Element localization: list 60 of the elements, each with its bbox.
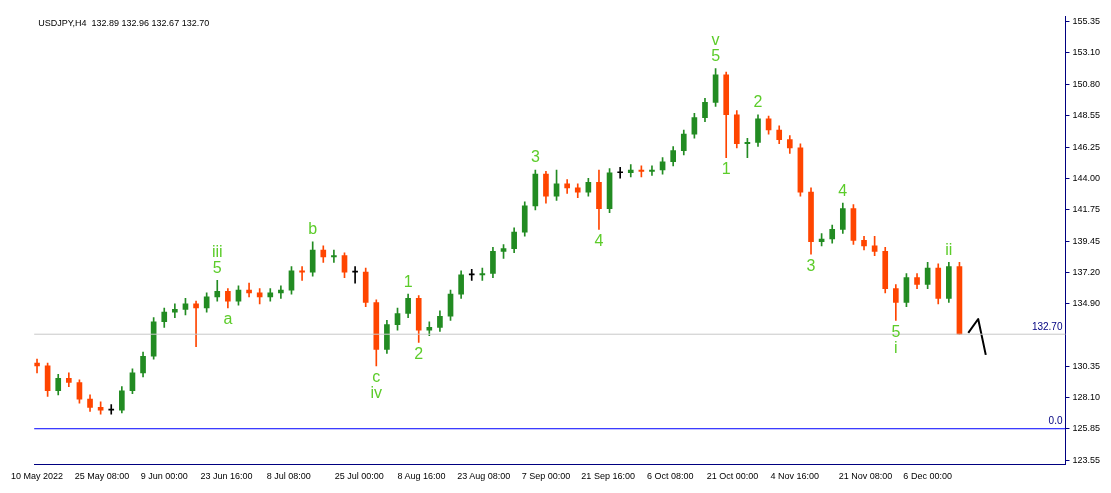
annotation: 5: [891, 322, 901, 340]
candlestick: [627, 164, 634, 178]
y-tick-label: 141.75: [1072, 203, 1100, 214]
annotation: 0.0: [1048, 415, 1063, 427]
candlestick: [278, 285, 284, 299]
annotation: ii: [945, 240, 953, 258]
y-tick-label: 150.80: [1072, 78, 1100, 89]
y-tick-label: 153.10: [1072, 47, 1100, 58]
x-tick-label: 21 Nov 08:00: [838, 471, 893, 482]
y-tick-label: 146.25: [1072, 141, 1100, 152]
y-tick-label: 130.35: [1072, 361, 1100, 372]
annotation: b: [308, 220, 318, 238]
x-tick-label: 6 Oct 08:00: [647, 471, 694, 482]
annotation: iv: [370, 384, 383, 402]
annotation: v: [711, 30, 720, 48]
x-tick-label: 21 Oct 00:00: [706, 471, 759, 482]
annotation: 5: [212, 258, 222, 276]
x-tick-label: 25 May 08:00: [74, 471, 130, 482]
annotation: 2: [753, 93, 763, 111]
x-tick-label: 6 Dec 00:00: [903, 471, 952, 482]
x-tick-label: 9 Jun 00:00: [140, 471, 188, 482]
x-tick-label: 23 Aug 08:00: [457, 471, 511, 482]
x-tick-label: 8 Jul 08:00: [266, 471, 311, 482]
annotation: 5: [711, 46, 721, 64]
candlestick: [617, 166, 623, 179]
y-tick-label: 134.90: [1072, 298, 1100, 309]
annotation: 3: [806, 256, 816, 274]
y-tick-label: 123.55: [1072, 454, 1100, 465]
y-tick-label: 125.85: [1072, 423, 1100, 434]
annotation: 1: [403, 272, 413, 290]
y-tick-label: 137.20: [1072, 266, 1100, 277]
candlestick: [649, 165, 655, 176]
annotation: c: [372, 368, 381, 386]
x-tick-label: 25 Jul 00:00: [334, 471, 384, 482]
y-tick-label: 148.55: [1072, 109, 1100, 120]
candlestick: [172, 303, 178, 318]
chart-title: USDJPY,H4 132.89 132.96 132.67 132.70: [38, 18, 210, 29]
annotation: a: [223, 310, 233, 328]
annotation: 4: [838, 181, 848, 199]
candlestick: [331, 249, 337, 263]
y-tick-label: 139.45: [1072, 235, 1100, 246]
annotation: iii: [211, 242, 223, 260]
x-tick-label: 8 Aug 16:00: [397, 471, 446, 482]
annotation: 1: [721, 159, 731, 177]
annotation: 4: [594, 231, 604, 249]
x-tick-label: 10 May 2022: [11, 471, 64, 482]
annotation: 3: [530, 148, 540, 166]
ref-line-label: 132.70: [1031, 320, 1063, 332]
candlestick: [299, 266, 305, 281]
x-tick-label: 7 Sep 00:00: [521, 471, 571, 482]
candlestick: [246, 282, 252, 298]
y-tick-label: 155.35: [1072, 16, 1100, 27]
y-tick-label: 128.10: [1072, 392, 1100, 403]
y-tick-label: 144.00: [1072, 172, 1100, 183]
annotation: i: [894, 338, 898, 356]
x-tick-label: 23 Jun 16:00: [200, 471, 253, 482]
x-tick-label: 21 Sep 16:00: [581, 471, 635, 482]
annotation: 2: [414, 344, 424, 362]
x-tick-label: 4 Nov 16:00: [770, 471, 820, 482]
candlestick: [426, 321, 433, 336]
